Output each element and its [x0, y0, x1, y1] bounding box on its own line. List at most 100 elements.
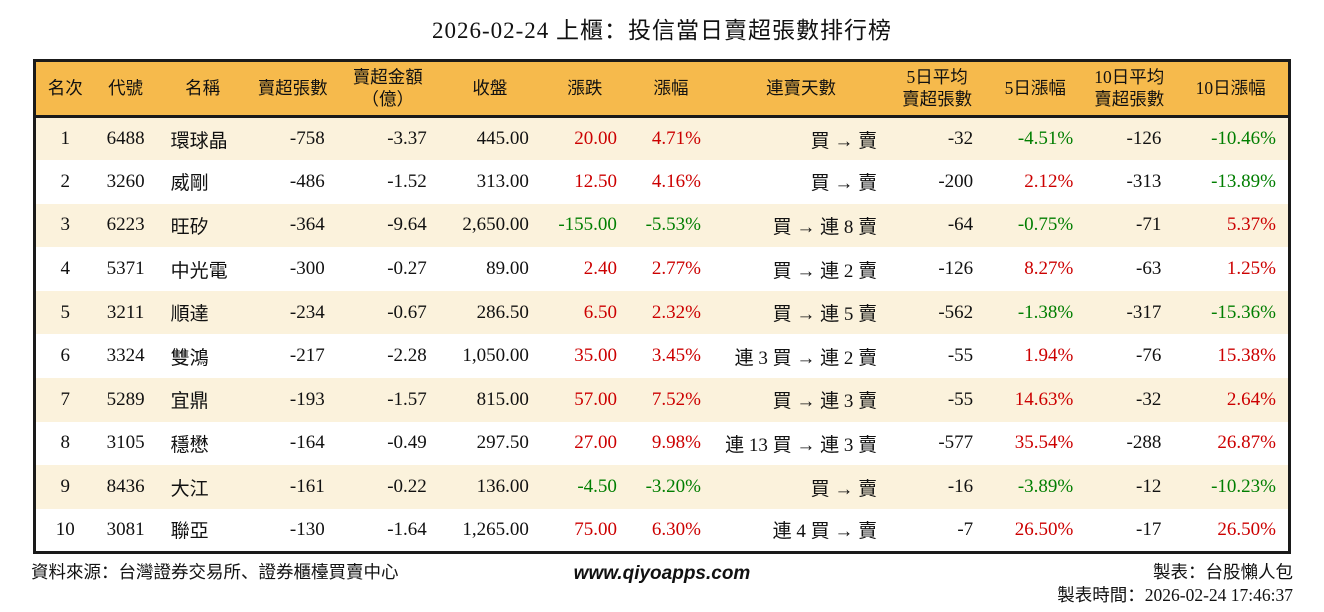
cell-sell-streak: 買 → 賣 — [810, 130, 878, 152]
cell-net-sell-volume: -234 — [289, 301, 325, 323]
cell-close-price: 2,650.00 — [462, 214, 529, 236]
cell-pct10: 5.37% — [1226, 214, 1276, 236]
cell-avg10-net-sell: -32 — [1136, 388, 1162, 410]
cell-avg10-net-sell: -313 — [1126, 170, 1162, 192]
column-header-sell-streak: 連賣天數 — [713, 60, 890, 118]
cell-pct10: 26.87% — [1217, 432, 1276, 454]
cell-name: 宜鼎 — [170, 391, 209, 413]
column-header-code: 代號 — [94, 60, 157, 118]
cell-net-sell-volume: -364 — [289, 214, 325, 236]
cell-avg5-net-sell: -55 — [947, 345, 974, 367]
cell-net-sell-volume: -164 — [289, 432, 325, 454]
table-row: 2 3260 威剛 -486 -1.52 313.00 12.50 4.16% 買 → 賣 -20… — [35, 160, 1290, 204]
cell-close-price: 1,265.00 — [462, 518, 529, 540]
cell-change-pct: 2.32% — [651, 301, 701, 323]
cell-avg5-net-sell: -55 — [947, 388, 974, 410]
investment-trust-net-sell-ranking-table: 名次 代號 名稱 賣超張數 賣超金額 （億） 收盤 漲跌 漲幅 連賣天數 5日平均 賣超張數 5日漲幅 1… — [33, 59, 1291, 554]
cell-avg10-net-sell: -288 — [1126, 432, 1162, 454]
column-header-avg10-net-sell: 10日平均 賣超張數 — [1085, 60, 1174, 118]
cell-net-sell-amount: -1.64 — [387, 518, 427, 540]
column-header-net-sell-volume: 賣超張數 — [248, 60, 337, 118]
column-header-avg5-net-sell: 5日平均 賣超張數 — [889, 60, 986, 118]
cell-pct5: 8.27% — [1024, 258, 1074, 280]
column-header-rank: 名次 — [34, 60, 95, 118]
cell-pct5: -3.89% — [1017, 476, 1074, 498]
cell-sell-streak: 買 → 連 2 賣 — [772, 260, 878, 282]
cell-net-sell-amount: -1.52 — [387, 170, 427, 192]
cell-sell-streak: 買 → 賣 — [810, 173, 878, 195]
cell-rank: 1 — [60, 128, 71, 150]
cell-pct5: -0.75% — [1017, 214, 1074, 236]
cell-change: 6.50 — [583, 301, 617, 323]
cell-pct10: 2.64% — [1226, 388, 1276, 410]
cell-change: 20.00 — [574, 128, 617, 150]
table-header-row: 名次 代號 名稱 賣超張數 賣超金額 （億） 收盤 漲跌 漲幅 連賣天數 5日平均 賣超張數 5日漲幅 1… — [34, 60, 1290, 118]
cell-net-sell-volume: -217 — [289, 345, 325, 367]
cell-rank: 5 — [60, 301, 71, 323]
cell-close-price: 313.00 — [476, 170, 529, 192]
cell-net-sell-amount: -1.57 — [387, 388, 427, 410]
cell-code: 5371 — [106, 258, 145, 280]
cell-net-sell-amount: -9.64 — [387, 214, 427, 236]
cell-pct5: 14.63% — [1014, 388, 1074, 410]
cell-rank: 7 — [60, 388, 71, 410]
cell-code: 3260 — [106, 170, 145, 192]
cell-rank: 10 — [55, 518, 75, 540]
credit-block: 製表：台股懶人包 製表時間：2026-02-24 17:46:37 — [750, 561, 1293, 607]
cell-name: 聯亞 — [170, 521, 209, 543]
cell-avg5-net-sell: -126 — [938, 258, 974, 280]
cell-close-price: 136.00 — [476, 476, 529, 498]
table-row: 4 5371 中光電 -300 -0.27 89.00 2.40 2.77% 買 → 連 2 賣… — [35, 247, 1290, 291]
column-header-pct10: 10日漲幅 — [1173, 60, 1290, 118]
cell-pct5: 2.12% — [1024, 170, 1074, 192]
cell-change-pct: 6.30% — [651, 518, 701, 540]
website-url: www.qiyoapps.com — [573, 562, 751, 584]
cell-avg5-net-sell: -32 — [947, 128, 974, 150]
cell-code: 6488 — [106, 128, 145, 150]
column-header-name: 名稱 — [156, 60, 249, 118]
cell-name: 中光電 — [170, 260, 228, 282]
cell-net-sell-amount: -0.67 — [387, 301, 427, 323]
cell-change-pct: 9.98% — [651, 432, 701, 454]
cell-avg5-net-sell: -64 — [947, 214, 974, 236]
cell-change: 75.00 — [574, 518, 617, 540]
cell-change-pct: -3.20% — [645, 476, 701, 498]
cell-avg10-net-sell: -71 — [1136, 214, 1162, 236]
cell-avg5-net-sell: -200 — [938, 170, 974, 192]
cell-code: 3105 — [106, 432, 145, 454]
cell-net-sell-volume: -161 — [289, 476, 325, 498]
column-header-net-sell-amount: 賣超金額 （億） — [336, 60, 439, 118]
table-row: 9 8436 大江 -161 -0.22 136.00 -4.50 -3.20% 買 → 賣 -1… — [34, 465, 1290, 509]
cell-sell-streak: 買 → 連 5 賣 — [772, 304, 878, 326]
cell-name: 大江 — [170, 478, 209, 500]
cell-name: 雙鴻 — [170, 347, 209, 369]
cell-change-pct: 4.16% — [651, 170, 701, 192]
cell-avg10-net-sell: -12 — [1136, 476, 1162, 498]
cell-pct10: 26.50% — [1217, 518, 1276, 540]
cell-pct10: -10.46% — [1211, 128, 1276, 150]
table-row: 1 6488 環球晶 -758 -3.37 445.00 20.00 4.71% 買 → 賣 -3… — [34, 116, 1290, 161]
table-row: 5 3211 順達 -234 -0.67 286.50 6.50 2.32% 買 → 連 5 賣… — [34, 290, 1290, 335]
column-header-pct5: 5日漲幅 — [985, 60, 1086, 118]
cell-name: 順達 — [170, 304, 209, 326]
cell-net-sell-amount: -0.27 — [387, 258, 427, 280]
cell-pct5: 1.94% — [1024, 345, 1074, 367]
cell-avg10-net-sell: -17 — [1136, 518, 1162, 540]
cell-sell-streak: 買 → 連 3 賣 — [772, 391, 878, 413]
table-row: 8 3105 穩懋 -164 -0.49 297.50 27.00 9.98% 連 13 買 →… — [35, 422, 1290, 466]
cell-net-sell-volume: -300 — [289, 258, 325, 280]
cell-pct5: -1.38% — [1017, 301, 1074, 323]
cell-change: 12.50 — [574, 170, 617, 192]
cell-avg5-net-sell: -577 — [938, 432, 974, 454]
cell-pct10: 15.38% — [1217, 345, 1276, 367]
cell-pct10: -15.36% — [1211, 301, 1276, 323]
cell-rank: 6 — [60, 345, 71, 367]
cell-pct5: -4.51% — [1017, 128, 1074, 150]
cell-close-price: 89.00 — [486, 258, 529, 280]
cell-name: 環球晶 — [170, 130, 228, 152]
cell-close-price: 297.50 — [476, 432, 529, 454]
cell-name: 旺矽 — [170, 216, 209, 238]
cell-avg10-net-sell: -76 — [1136, 345, 1162, 367]
cell-rank: 4 — [60, 258, 71, 280]
cell-change: -155.00 — [558, 214, 617, 236]
